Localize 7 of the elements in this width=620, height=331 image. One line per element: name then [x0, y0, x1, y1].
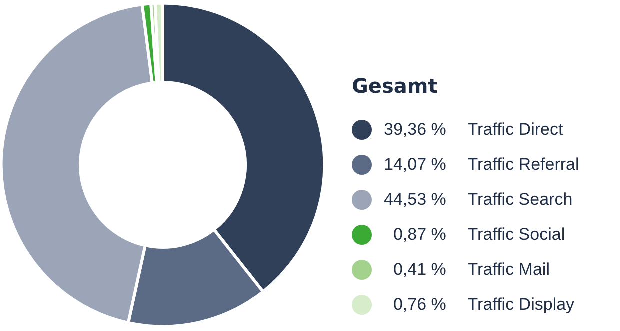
legend-label: 39,36 % Traffic Direct: [384, 120, 564, 140]
legend-label: 0,41 % Traffic Mail: [392, 260, 550, 280]
legend-label: 0,87 % Traffic Social: [392, 224, 566, 244]
legend-label: 14,07 % Traffic Referral: [384, 154, 580, 174]
legend-label: 0,76 % Traffic Display: [392, 294, 575, 314]
legend-title: Gesamt: [352, 74, 439, 98]
legend-label: 44,53 % Traffic Search: [384, 190, 573, 210]
